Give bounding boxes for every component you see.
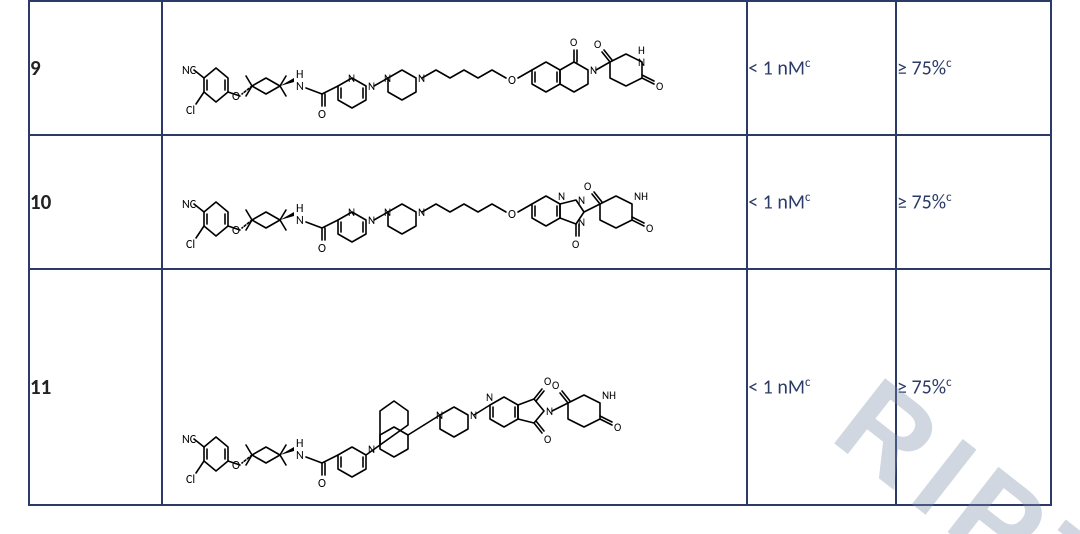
molecule-svg: NC Cl O H N O xyxy=(174,277,734,497)
table-row: 9 NC Cl O xyxy=(29,1,1051,135)
page: 9 NC Cl O xyxy=(0,0,1080,534)
svg-text:O: O xyxy=(318,242,326,256)
svg-text:O: O xyxy=(232,90,240,104)
structure-cell: NC Cl O H N xyxy=(162,1,747,135)
potency-value: < 1 nMc xyxy=(747,269,896,505)
degradation-text: ≥ 75% xyxy=(897,375,946,399)
svg-text:O: O xyxy=(552,379,559,392)
svg-text:N: N xyxy=(296,80,304,94)
potency-text: < 1 nM xyxy=(748,190,805,214)
svg-text:O: O xyxy=(594,38,601,51)
svg-text:N: N xyxy=(384,206,391,219)
potency-sup: c xyxy=(805,190,811,205)
table-row: 10 NC Cl O H N xyxy=(29,135,1051,269)
compound-index: 10 xyxy=(29,135,162,269)
svg-text:O: O xyxy=(584,180,591,193)
potency-sup: c xyxy=(805,56,811,71)
potency-sup: c xyxy=(805,375,811,390)
svg-text:O: O xyxy=(232,224,240,238)
degradation-text: ≥ 75% xyxy=(897,56,946,80)
svg-text:Cl: Cl xyxy=(186,473,195,487)
degradation-sup: c xyxy=(946,375,952,390)
svg-text:N: N xyxy=(558,190,565,203)
svg-text:O: O xyxy=(572,238,579,251)
compound-index: 11 xyxy=(29,269,162,505)
table-row: 11 NC Cl O H xyxy=(29,269,1051,505)
degradation-sup: c xyxy=(946,190,952,205)
molecule-svg: NC Cl O H N xyxy=(174,8,734,128)
svg-text:O: O xyxy=(614,421,621,434)
degradation-value: ≥ 75%c xyxy=(896,135,1051,269)
svg-text:N: N xyxy=(486,391,493,404)
svg-text:N: N xyxy=(296,214,304,228)
svg-text:O: O xyxy=(318,108,326,122)
potency-text: < 1 nM xyxy=(748,375,805,399)
svg-text:N: N xyxy=(578,194,585,207)
svg-text:N: N xyxy=(638,56,645,69)
svg-text:O: O xyxy=(508,74,516,88)
potency-value: < 1 nMc xyxy=(747,1,896,135)
molecule-svg: NC Cl O H N O xyxy=(174,142,734,262)
svg-text:O: O xyxy=(570,36,577,49)
potency-text: < 1 nM xyxy=(748,56,805,80)
svg-text:N: N xyxy=(384,72,391,85)
svg-text:O: O xyxy=(508,208,516,222)
compound-table: 9 NC Cl O xyxy=(28,0,1052,506)
svg-text:O: O xyxy=(318,477,326,491)
degradation-value: ≥ 75%c xyxy=(896,1,1051,135)
structure-cell: NC Cl O H N O xyxy=(162,269,747,505)
svg-text:N: N xyxy=(296,449,304,463)
potency-value: < 1 nMc xyxy=(747,135,896,269)
svg-text:N: N xyxy=(436,409,443,422)
svg-text:NH: NH xyxy=(634,190,648,203)
degradation-text: ≥ 75% xyxy=(897,190,946,214)
degradation-sup: c xyxy=(946,56,952,71)
svg-text:O: O xyxy=(232,459,240,473)
svg-text:O: O xyxy=(646,222,653,235)
svg-text:O: O xyxy=(544,433,551,446)
degradation-value: ≥ 75%c xyxy=(896,269,1051,505)
svg-text:N: N xyxy=(348,206,355,219)
svg-text:O: O xyxy=(544,375,551,388)
compound-index: 9 xyxy=(29,1,162,135)
svg-text:NH: NH xyxy=(602,389,616,402)
svg-text:N: N xyxy=(348,72,355,85)
svg-text:Cl: Cl xyxy=(186,104,195,118)
svg-text:O: O xyxy=(656,80,663,93)
svg-text:Cl: Cl xyxy=(186,238,195,252)
structure-cell: NC Cl O H N O xyxy=(162,135,747,269)
